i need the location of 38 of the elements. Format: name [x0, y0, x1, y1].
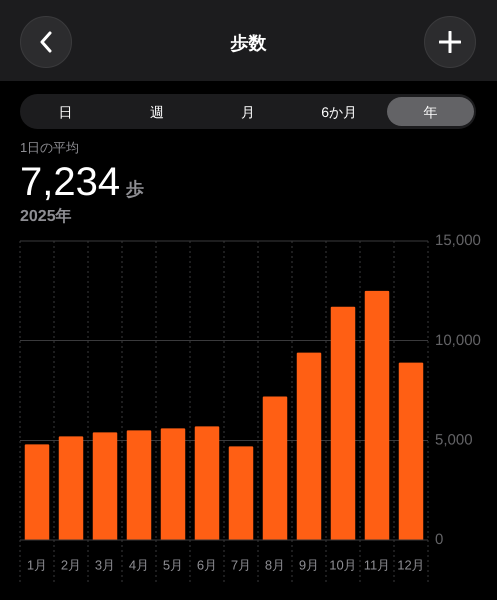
bar: [194, 426, 220, 540]
bar: [160, 428, 186, 540]
x-tick-label: 9月: [298, 557, 320, 572]
bar: [296, 352, 322, 540]
text: 日: [58, 103, 74, 121]
bar: [398, 362, 424, 540]
x-tick-label: 7月: [230, 557, 252, 572]
bar: [58, 436, 84, 540]
y-tick-label: 0: [435, 531, 444, 548]
bar: [262, 396, 288, 540]
x-tick-label: 5月: [162, 557, 184, 572]
text: 7,234: [20, 160, 120, 204]
text: 6か月: [320, 103, 358, 121]
y-tick-label: 10,000: [435, 332, 481, 349]
x-tick-label: 8月: [264, 557, 286, 572]
x-tick-label: 6月: [196, 557, 218, 572]
x-tick-label: 12月: [397, 557, 425, 572]
y-tick-label: 15,000: [435, 232, 481, 250]
bar: [92, 432, 118, 540]
text: 2025年: [20, 207, 72, 227]
text: 週: [148, 103, 165, 121]
x-tick-label: 3月: [94, 557, 116, 572]
text: 歩: [126, 178, 144, 200]
chart-subtitle: 1日の平均: [20, 139, 80, 156]
bar: [364, 290, 390, 540]
bar: [24, 444, 50, 540]
x-tick-label: 10月: [329, 557, 357, 572]
chart-title: 歩数: [229, 32, 268, 55]
bar: [330, 306, 356, 540]
x-tick-label: 11月: [364, 557, 390, 572]
x-tick-label: 4月: [128, 557, 150, 572]
bar: [228, 446, 254, 540]
text: 年: [422, 103, 438, 121]
bar: [126, 430, 152, 540]
x-tick-label: 2月: [60, 557, 82, 572]
y-tick-label: 5,000: [435, 431, 473, 448]
text: 月: [240, 103, 256, 121]
x-tick-label: 1月: [26, 557, 48, 572]
